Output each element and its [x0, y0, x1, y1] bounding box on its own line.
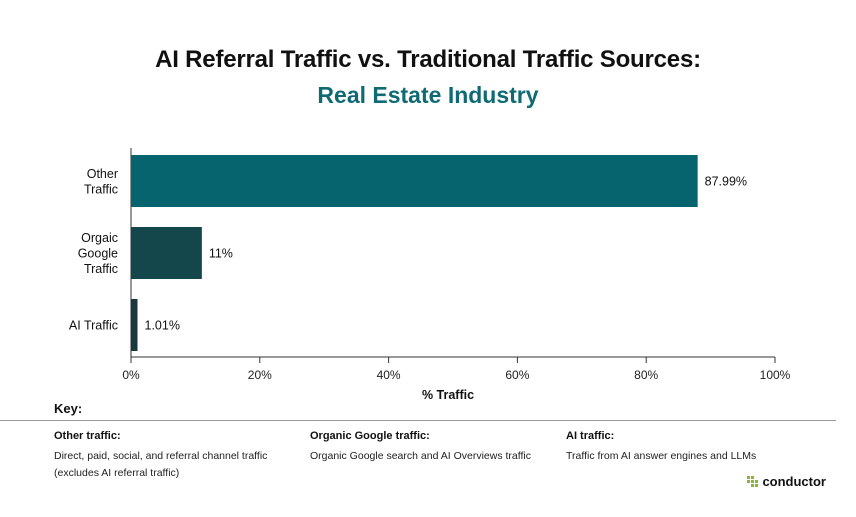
- key-heading: AI traffic:: [566, 430, 615, 442]
- bar-value-label: 87.99%: [705, 175, 747, 189]
- key-description-line: Direct, paid, social, and referral chann…: [54, 450, 268, 462]
- bar-value-label: 11%: [209, 247, 233, 261]
- key-title: Key:: [54, 401, 83, 416]
- key-description-line: Traffic from AI answer engines and LLMs: [566, 450, 757, 462]
- bar: [131, 227, 202, 279]
- key-item-organic: Organic Google traffic: Organic Google s…: [310, 430, 531, 465]
- category-label: Other: [87, 167, 118, 181]
- conductor-logo: conductor: [747, 474, 826, 489]
- key-heading: Other traffic:: [54, 430, 121, 442]
- key-heading: Organic Google traffic:: [310, 430, 430, 442]
- key-item-other: Other traffic: Direct, paid, social, and…: [54, 430, 267, 482]
- logo-wordmark: conductor: [762, 474, 826, 489]
- key-item-ai: AI traffic: Traffic from AI answer engin…: [566, 430, 756, 465]
- category-label: AI Traffic: [69, 319, 118, 333]
- x-tick-label: 40%: [377, 368, 401, 382]
- category-label: Traffic: [84, 182, 118, 196]
- x-tick-label: 20%: [248, 368, 272, 382]
- conductor-logo-icon: [747, 476, 759, 487]
- x-axis-title: % Traffic: [422, 388, 474, 400]
- x-tick-label: 80%: [634, 368, 658, 382]
- bar-value-label: 1.01%: [145, 319, 180, 333]
- key-description-line: (excludes AI referral traffic): [54, 467, 180, 479]
- key-description-line: Organic Google search and AI Overviews t…: [310, 450, 531, 462]
- x-tick-label: 100%: [760, 368, 791, 382]
- x-tick-label: 0%: [122, 368, 140, 382]
- category-label: Orgaic: [81, 231, 118, 245]
- category-label: Traffic: [84, 262, 118, 276]
- x-tick-label: 60%: [505, 368, 529, 382]
- key-divider: [0, 420, 836, 421]
- bar: [131, 155, 698, 207]
- bar: [131, 299, 138, 351]
- chart-subtitle: Real Estate Industry: [317, 82, 539, 108]
- category-label: Google: [78, 247, 118, 261]
- bar-chart: 0% 20% 40% 60% 80% 100%% Traffic87.99%OtherTr…: [69, 148, 791, 400]
- chart-title: AI Referral Traffic vs. Traditional Traf…: [155, 46, 701, 73]
